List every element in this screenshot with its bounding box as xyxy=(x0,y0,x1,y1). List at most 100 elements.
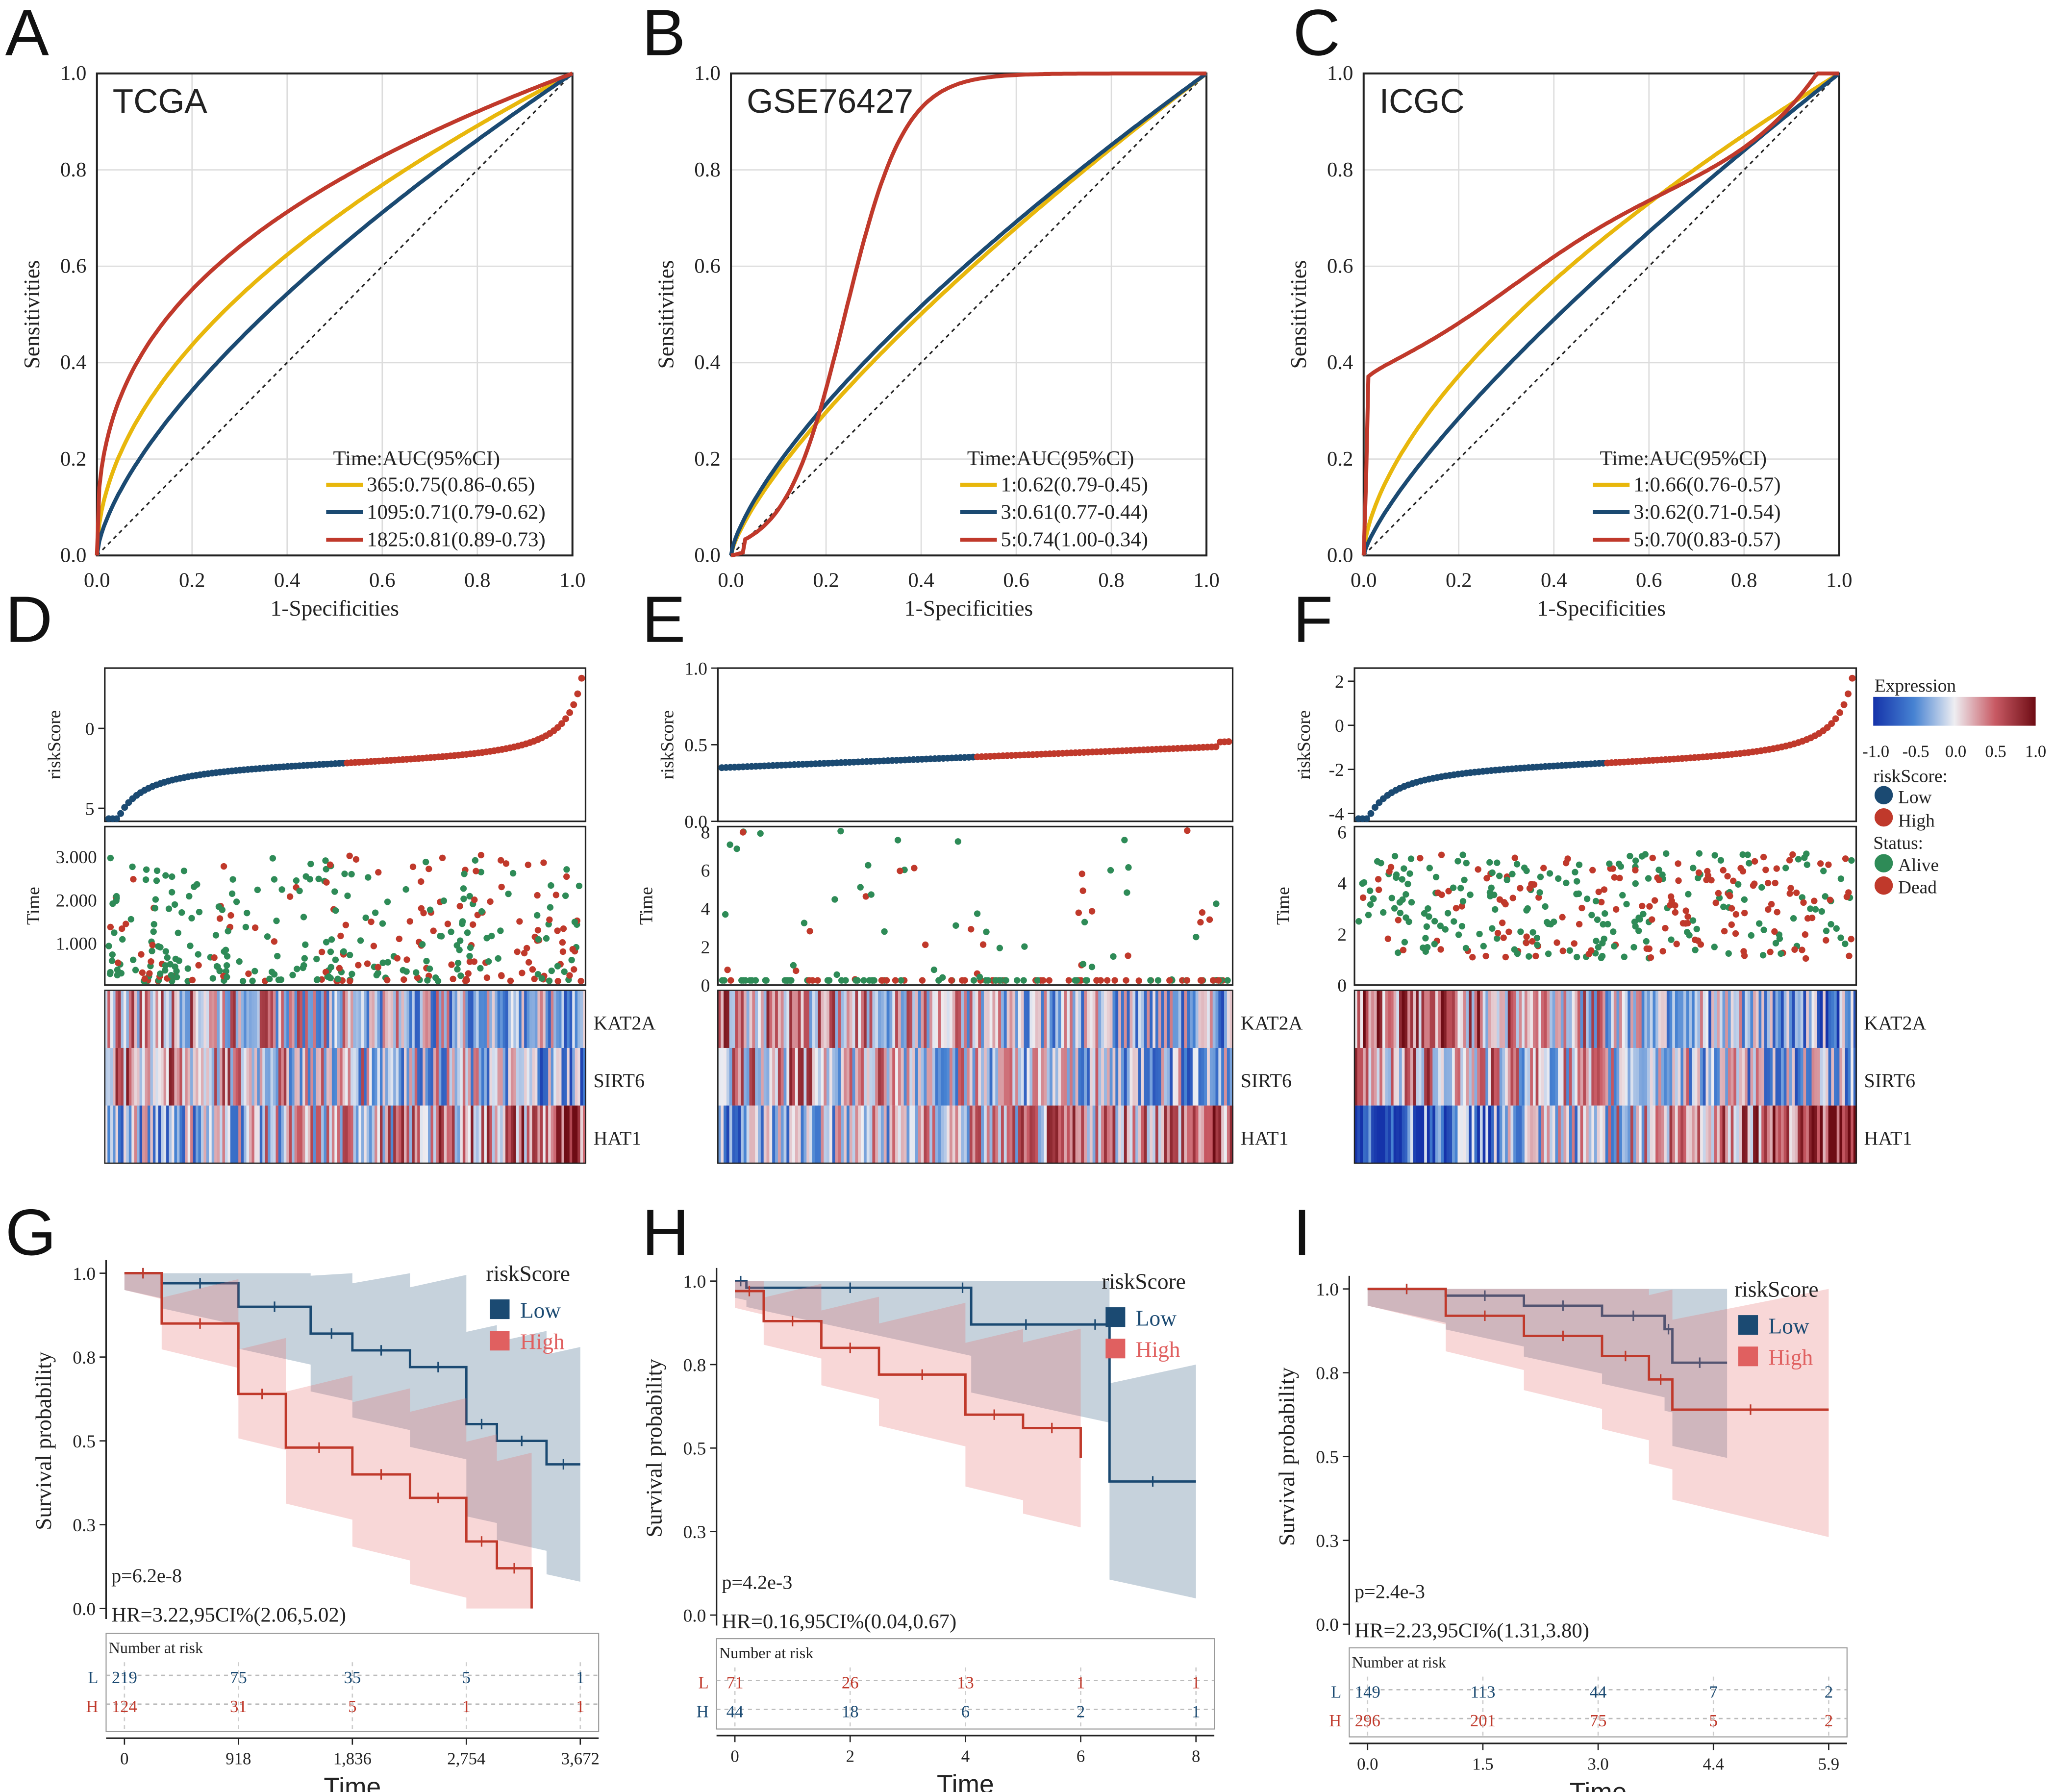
legend-entry: High xyxy=(1898,811,1935,831)
status-point xyxy=(1642,851,1649,858)
heatmap-cell xyxy=(1555,1105,1559,1164)
heatmap-cell xyxy=(1155,1047,1159,1106)
status-point xyxy=(1426,913,1432,920)
heatmap-cell xyxy=(1711,1047,1715,1106)
heatmap-cell xyxy=(489,990,493,1048)
heatmap-cell xyxy=(460,990,464,1048)
status-point xyxy=(961,977,968,984)
riskscore-point xyxy=(1367,810,1375,817)
heatmap-cell xyxy=(1006,1105,1011,1164)
panel-letter: H xyxy=(642,1196,689,1269)
status-point xyxy=(826,977,832,984)
status-point xyxy=(1619,892,1626,899)
status-point xyxy=(219,906,226,913)
heatmap-cell xyxy=(1132,1047,1136,1106)
status-point xyxy=(1643,938,1650,945)
status-point xyxy=(1659,948,1666,955)
status-point xyxy=(254,886,261,894)
status-point xyxy=(402,886,409,893)
heatmap-cell xyxy=(1115,1047,1119,1106)
heatmap-cell xyxy=(978,990,982,1048)
heatmap-cell xyxy=(1625,990,1628,1048)
heatmap-cell xyxy=(246,1105,250,1164)
heatmap-cell xyxy=(1466,1047,1470,1106)
heatmap-cell xyxy=(254,1047,258,1106)
status-point xyxy=(1807,905,1814,912)
heatmap-cell xyxy=(524,990,528,1048)
risk-count: 2 xyxy=(1825,1682,1833,1701)
heatmap-cell xyxy=(769,1047,773,1106)
heatmap-cell xyxy=(326,1105,330,1164)
heatmap-cell xyxy=(898,990,902,1048)
status-point xyxy=(1802,931,1809,938)
heatmap-cell xyxy=(1661,990,1665,1048)
heatmap-cell xyxy=(1092,990,1097,1048)
heatmap-cell xyxy=(1644,1047,1648,1106)
heatmap-cell xyxy=(444,1105,448,1164)
heatmap-cell xyxy=(412,1047,416,1106)
heatmap-cell xyxy=(1009,1047,1013,1106)
heatmap-cell xyxy=(176,1047,180,1106)
heatmap-cell xyxy=(1591,990,1595,1048)
risk-count: 13 xyxy=(957,1673,974,1692)
heatmap-cell xyxy=(1106,1105,1111,1164)
heatmap-cell xyxy=(444,1047,448,1106)
gene-label: HAT1 xyxy=(1864,1127,1912,1149)
heatmap-cell xyxy=(1845,1047,1849,1106)
heatmap-cell xyxy=(978,1047,982,1106)
heatmap-cell xyxy=(872,990,876,1048)
heatmap-cell xyxy=(492,1047,496,1106)
heatmap-cell xyxy=(1471,990,1476,1048)
heatmap-cell xyxy=(537,1105,541,1164)
heatmap-cell xyxy=(735,1047,739,1106)
heatmap-cell xyxy=(1722,1105,1726,1164)
heatmap-cell xyxy=(783,1105,787,1164)
status-point xyxy=(788,977,795,984)
heatmap-cell xyxy=(1516,1047,1520,1106)
heatmap-cell xyxy=(468,1105,472,1164)
heatmap-cell xyxy=(832,1047,836,1106)
heatmap-cell xyxy=(944,990,948,1048)
heatmap-cell xyxy=(1192,1105,1197,1164)
heatmap-cell xyxy=(1061,1105,1065,1164)
status-point xyxy=(473,868,479,874)
status-point xyxy=(1073,977,1080,984)
heatmap-cell xyxy=(1446,1105,1450,1164)
status-point xyxy=(1088,908,1096,915)
status-point xyxy=(546,977,553,984)
heatmap-cell xyxy=(835,1105,839,1164)
heatmap-cell xyxy=(815,990,819,1048)
status-point xyxy=(337,932,344,940)
heatmap-cell xyxy=(468,1047,472,1106)
status-point xyxy=(1758,884,1765,891)
heatmap-cell xyxy=(1853,1105,1857,1164)
status-point xyxy=(1576,921,1583,928)
heatmap-cell xyxy=(1519,1047,1523,1106)
heatmap-cell xyxy=(561,1047,565,1106)
heatmap-cell xyxy=(1365,1105,1370,1164)
heatmap-cell xyxy=(1390,1047,1395,1106)
y-tick-label: 0.3 xyxy=(1316,1531,1339,1551)
heatmap-cell xyxy=(1767,1047,1771,1106)
heatmap-cell xyxy=(1811,990,1815,1048)
heatmap-cell xyxy=(1101,990,1105,1048)
heatmap-cell xyxy=(519,1047,523,1106)
heatmap-cell xyxy=(1502,990,1506,1048)
heatmap-cell xyxy=(1717,1047,1721,1106)
heatmap-cell xyxy=(438,1105,442,1164)
status-point xyxy=(220,863,227,870)
heatmap-cell xyxy=(1095,1105,1099,1164)
heatmap-cell xyxy=(115,990,119,1048)
heatmap-cell xyxy=(1485,1047,1489,1106)
heatmap-cell xyxy=(1399,1047,1403,1106)
heatmap-cell xyxy=(454,990,458,1048)
heatmap-cell xyxy=(1086,1047,1091,1106)
status-point xyxy=(180,868,188,874)
heatmap-cell xyxy=(425,1105,429,1164)
heatmap-cell xyxy=(1212,1047,1217,1106)
survival-curve xyxy=(124,1272,533,1609)
status-point xyxy=(954,838,961,845)
heatmap-cell xyxy=(430,1047,434,1106)
status-point xyxy=(195,951,201,958)
heatmap-cell xyxy=(1078,990,1082,1048)
